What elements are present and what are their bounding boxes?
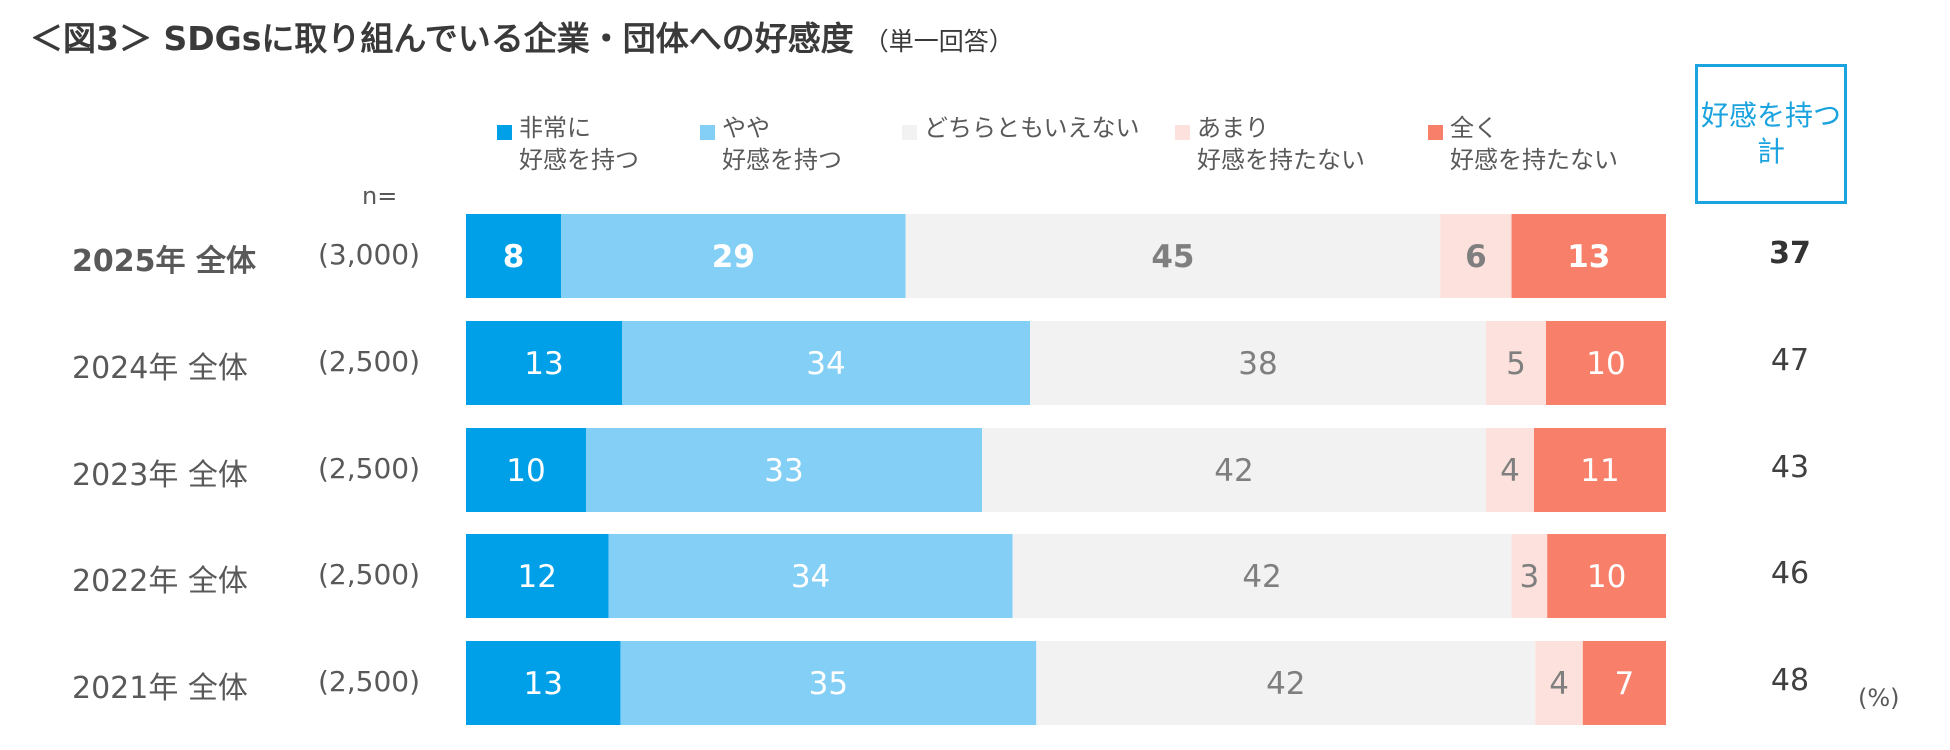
bar-value-label: 35 — [809, 666, 848, 702]
bar-segment-not-at-all — [1534, 428, 1666, 512]
bar-value-label: 42 — [1214, 453, 1253, 489]
bar-segment-somewhat — [561, 214, 906, 298]
bar-value-label: 10 — [1587, 559, 1626, 595]
bar-value-label: 34 — [791, 559, 830, 595]
bar-value-label: 38 — [1238, 346, 1277, 382]
bar-value-label: 29 — [712, 239, 755, 275]
legend-label-somewhat: やや 好感を持つ — [722, 114, 842, 174]
legend-item-not-very: あまり 好感を持たない — [1175, 112, 1365, 176]
bar-segment-not-very — [1511, 534, 1548, 618]
legend-item-very: 非常に 好感を持つ — [497, 112, 639, 176]
bar-value-label: 4 — [1500, 453, 1520, 489]
bar-value-label: 10 — [506, 453, 545, 489]
legend-label-not-at-all: 全く 好感を持たない — [1450, 114, 1618, 174]
bar-value-label: 13 — [524, 346, 563, 382]
legend-label-very: 非常に 好感を持つ — [519, 114, 639, 174]
total-header: 好感を持つ 計 — [1695, 64, 1847, 204]
bar-value-label: 3 — [1519, 559, 1539, 595]
legend-swatch-neutral — [902, 125, 917, 140]
legend-item-neutral: どちらともいえない — [902, 112, 1140, 144]
row-total: 37 — [1769, 236, 1811, 271]
legend-swatch-very — [497, 125, 512, 140]
row-total: 47 — [1770, 343, 1810, 378]
row-sample-size: (3,000) — [318, 238, 421, 271]
bar-value-label: 12 — [518, 559, 557, 595]
bar-segment-not-very — [1486, 321, 1546, 405]
bar-segment-neutral — [1036, 641, 1536, 725]
bar-value-label: 42 — [1266, 666, 1305, 702]
row-label: 2023年 全体 — [72, 458, 248, 493]
bar-segment-neutral — [1012, 534, 1512, 618]
bar-segment-somewhat — [608, 534, 1013, 618]
bar-value-label: 13 — [1567, 239, 1610, 275]
bar-segment-very — [466, 534, 609, 618]
bar-value-label: 6 — [1465, 239, 1487, 275]
bar-segment-neutral — [905, 214, 1441, 298]
legend-item-not-at-all: 全く 好感を持たない — [1428, 112, 1618, 176]
bar-segment-neutral — [1030, 321, 1486, 405]
legend-label-not-very: あまり 好感を持たない — [1197, 114, 1365, 174]
bar-segment-not-at-all — [1582, 641, 1666, 725]
bar-value-label: 33 — [764, 453, 803, 489]
bar-segment-neutral — [982, 428, 1486, 512]
bar-segment-not-very — [1535, 641, 1583, 725]
bar-value-label: 45 — [1151, 239, 1194, 275]
n-label: n= — [362, 182, 398, 210]
bar-value-label: 5 — [1506, 346, 1526, 382]
bar-segment-very — [466, 641, 621, 725]
bar-value-label: 34 — [806, 346, 845, 382]
legend-swatch-not-very — [1175, 125, 1190, 140]
legend: 非常に 好感を持つ やや 好感を持つ どちらともいえない あまり 好感を持たない… — [0, 0, 1950, 190]
row-total: 43 — [1770, 450, 1810, 485]
legend-item-somewhat: やや 好感を持つ — [700, 112, 842, 176]
row-sample-size: (2,500) — [318, 452, 421, 485]
row-sample-size: (2,500) — [318, 558, 421, 591]
row-label: 2021年 全体 — [72, 671, 248, 706]
legend-swatch-somewhat — [700, 125, 715, 140]
row-label: 2024年 全体 — [72, 351, 248, 386]
bar-segment-not-very — [1486, 428, 1534, 512]
bar-value-label: 11 — [1580, 453, 1619, 489]
bar-value-label: 42 — [1242, 559, 1281, 595]
row-sample-size: (2,500) — [318, 665, 421, 698]
bar-value-label: 13 — [524, 666, 563, 702]
bar-value-label: 8 — [503, 239, 525, 275]
unit-label: (%) — [1858, 684, 1900, 712]
bar-segment-somewhat — [620, 641, 1037, 725]
legend-swatch-not-at-all — [1428, 125, 1443, 140]
bar-segment-not-at-all — [1546, 321, 1666, 405]
bar-segment-somewhat — [622, 321, 1030, 405]
bar-segment-very — [466, 214, 562, 298]
row-sample-size: (2,500) — [318, 345, 421, 378]
bar-segment-not-at-all — [1547, 534, 1666, 618]
chart-subtitle: （単一回答） — [863, 27, 1014, 56]
bar-segment-not-at-all — [1511, 214, 1666, 298]
bar-value-label: 10 — [1586, 346, 1625, 382]
row-total: 48 — [1770, 663, 1810, 698]
bar-segment-not-very — [1440, 214, 1512, 298]
row-total: 46 — [1770, 556, 1810, 591]
bar-segment-very — [466, 428, 586, 512]
bar-segment-somewhat — [586, 428, 982, 512]
chart-title-text: ＜図3＞ SDGsに取り組んでいる企業・団体への好感度 — [30, 19, 854, 58]
chart-title: ＜図3＞ SDGsに取り組んでいる企業・団体への好感度 （単一回答） — [30, 12, 1014, 60]
bar-value-label: 7 — [1615, 666, 1635, 702]
bar-value-label: 4 — [1549, 666, 1569, 702]
row-label: 2025年 全体 — [72, 244, 256, 279]
row-label: 2022年 全体 — [72, 564, 248, 599]
bar-segment-very — [466, 321, 622, 405]
legend-label-neutral: どちらともいえない — [924, 114, 1140, 142]
